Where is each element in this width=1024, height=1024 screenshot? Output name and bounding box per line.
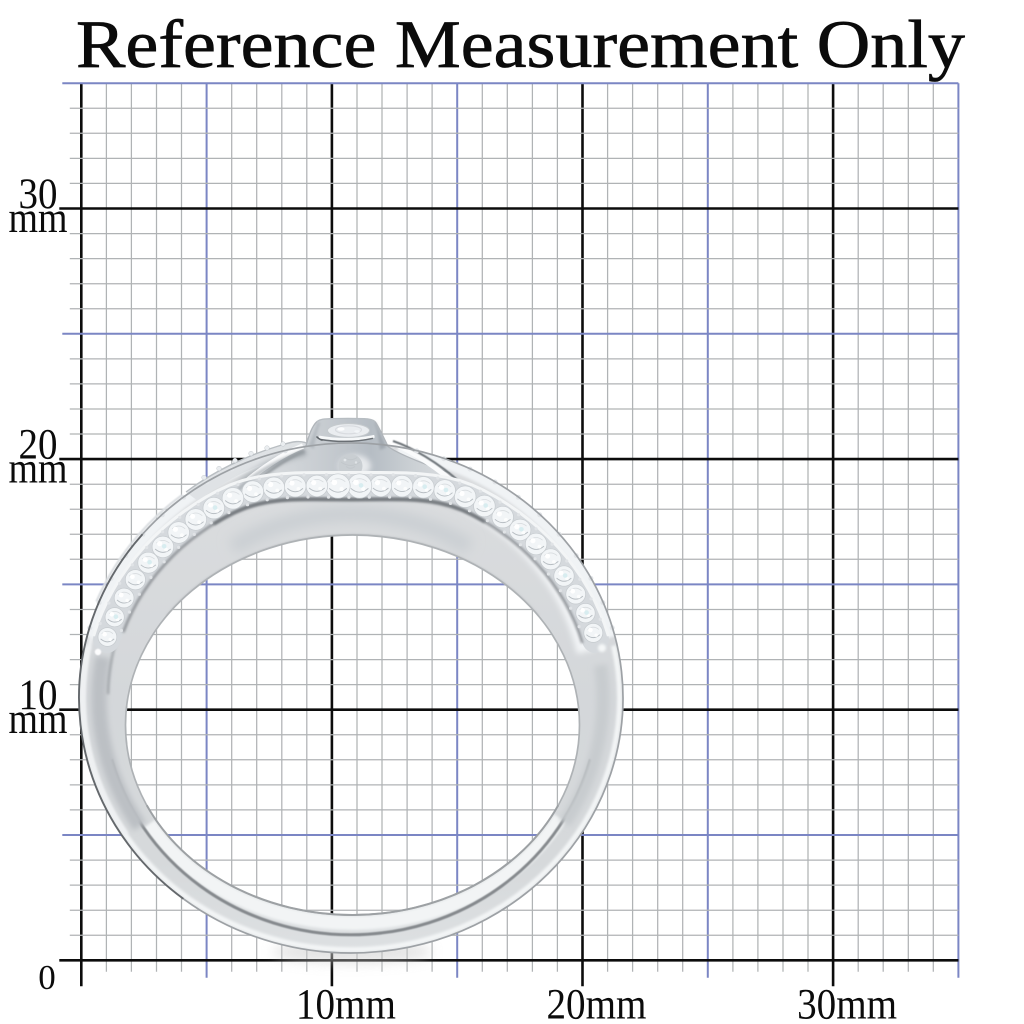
svg-text:10mm: 10mm (296, 982, 396, 1024)
svg-text:30: 30 (19, 171, 58, 218)
svg-text:30mm: 30mm (797, 982, 897, 1024)
svg-text:mm: mm (9, 446, 68, 493)
svg-text:mm: mm (9, 195, 68, 242)
svg-text:Reference Measurement Only: Reference Measurement Only (76, 6, 965, 82)
svg-text:20: 20 (19, 422, 58, 469)
svg-text:20mm: 20mm (547, 982, 647, 1024)
svg-text:10: 10 (19, 672, 58, 719)
svg-text:mm: mm (9, 696, 68, 743)
svg-text:0: 0 (38, 958, 56, 997)
